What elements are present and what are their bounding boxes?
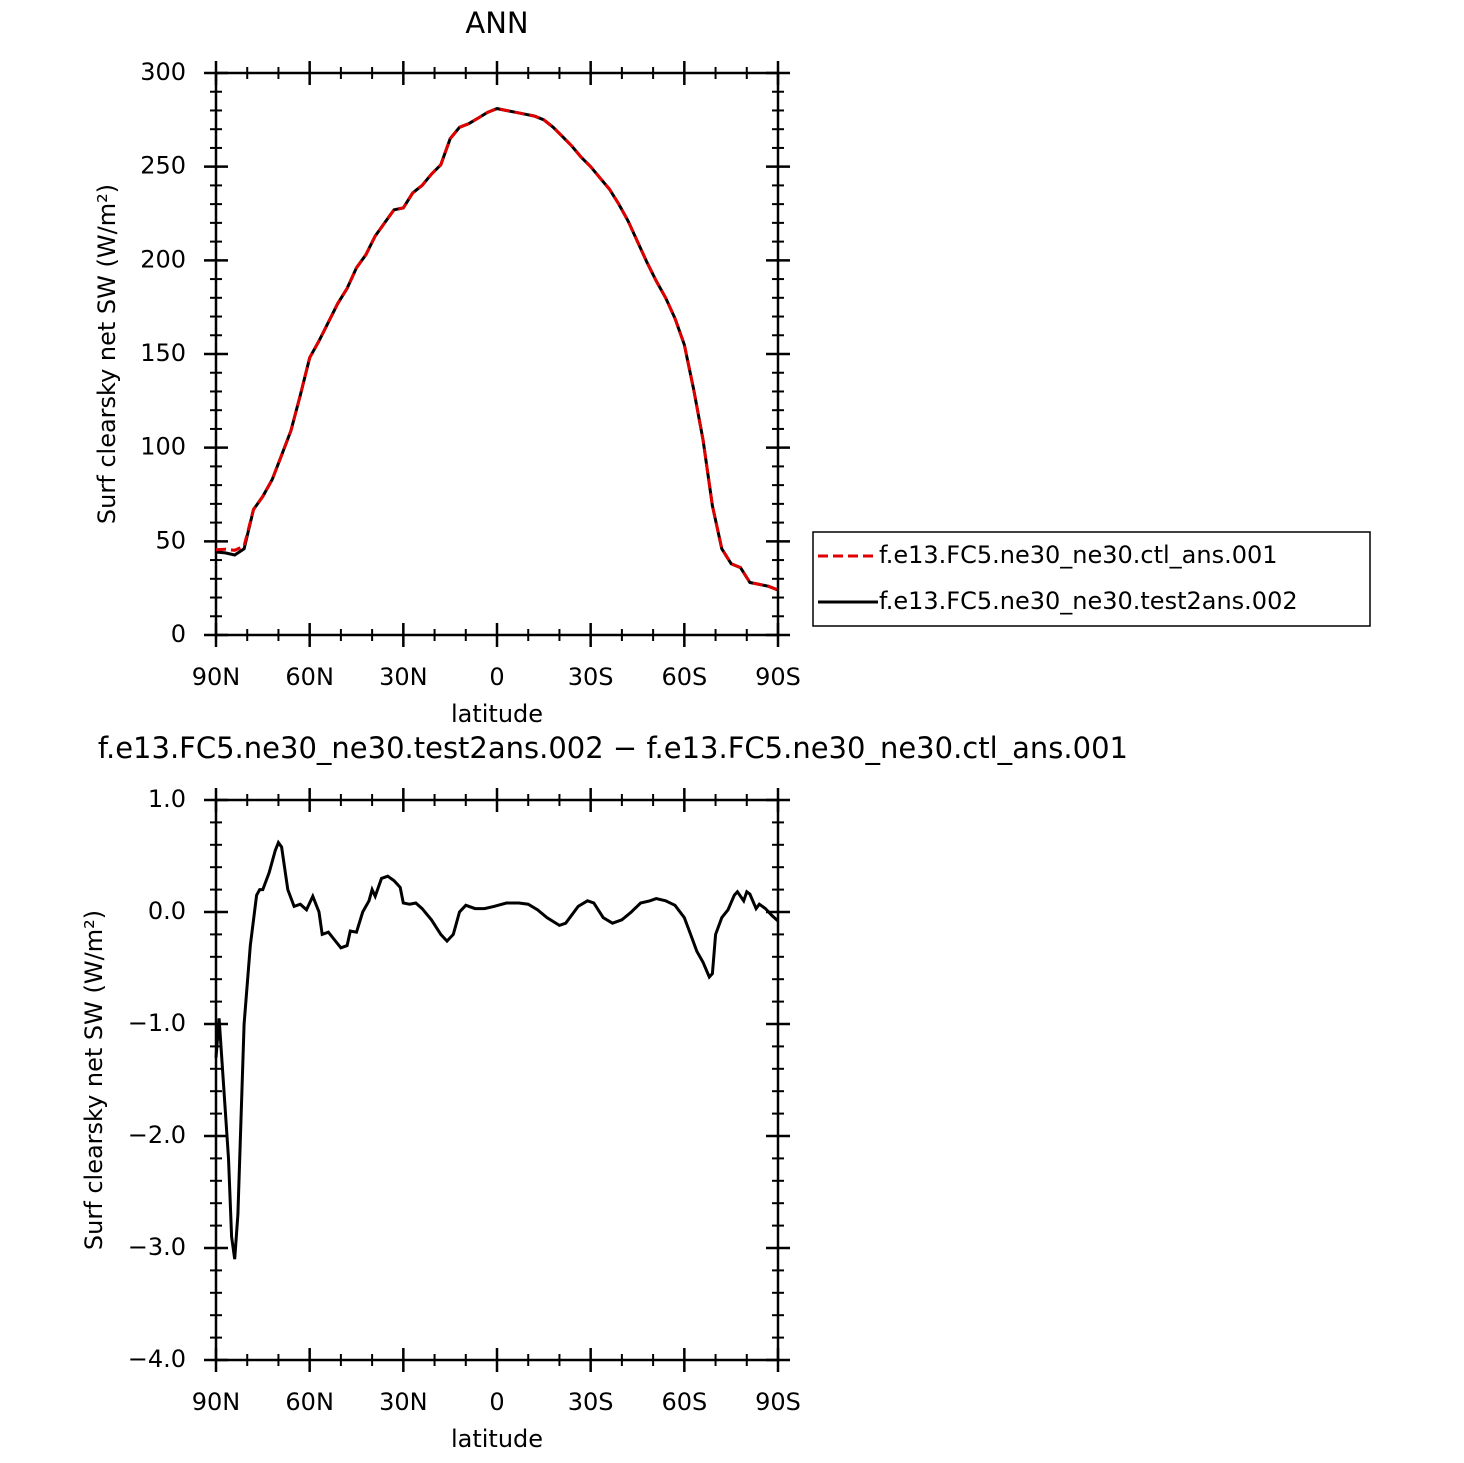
y-tick-label: 300 (140, 58, 186, 86)
x-axis-label: latitude (451, 700, 543, 728)
series-line (215, 107, 779, 592)
x-tick-label: 90S (755, 1388, 801, 1416)
x-tick-label: 30S (568, 663, 614, 691)
x-tick-label: 0 (489, 663, 504, 691)
x-tick-label: 90N (192, 1388, 241, 1416)
y-tick-label: −3.0 (128, 1233, 186, 1261)
y-tick-label: −2.0 (128, 1121, 186, 1149)
y-tick-label: 50 (155, 526, 186, 554)
chart-title: f.e13.FC5.ne30_ne30.test2ans.002 − f.e13… (98, 731, 1128, 765)
plot-frame (214, 798, 780, 1362)
series-line (214, 839, 780, 1260)
legend-box (812, 531, 1371, 627)
x-tick-label: 60S (661, 663, 707, 691)
y-tick-label: 100 (140, 433, 186, 461)
x-tick-label: 90S (755, 663, 801, 691)
x-tick-label: 60N (285, 1388, 334, 1416)
x-tick-label: 30N (379, 1388, 428, 1416)
x-tick-label: 90N (192, 663, 241, 691)
y-tick-label: −1.0 (128, 1009, 186, 1037)
y-tick-label: 0 (171, 620, 186, 648)
y-tick-label: 150 (140, 339, 186, 367)
y-tick-label: 250 (140, 152, 186, 180)
x-tick-label: 60S (661, 1388, 707, 1416)
legend-label: f.e13.FC5.ne30_ne30.ctl_ans.001 (879, 541, 1278, 569)
x-tick-label: 30S (568, 1388, 614, 1416)
legend-label: f.e13.FC5.ne30_ne30.test2ans.002 (879, 587, 1298, 615)
x-tick-label: 60N (285, 663, 334, 691)
y-axis-label: Surf clearsky net SW (W/m²) (80, 910, 108, 1250)
x-tick-label: 30N (379, 663, 428, 691)
y-tick-label: 1.0 (148, 785, 186, 813)
y-axis-label: Surf clearsky net SW (W/m²) (93, 184, 121, 524)
x-tick-label: 0 (489, 1388, 504, 1416)
plot-frame (214, 71, 780, 637)
y-tick-label: 200 (140, 245, 186, 273)
y-tick-label: 0.0 (148, 897, 186, 925)
x-axis-label: latitude (451, 1425, 543, 1453)
y-tick-label: −4.0 (128, 1345, 186, 1373)
series-line (215, 107, 779, 592)
chart-title: ANN (465, 6, 528, 40)
